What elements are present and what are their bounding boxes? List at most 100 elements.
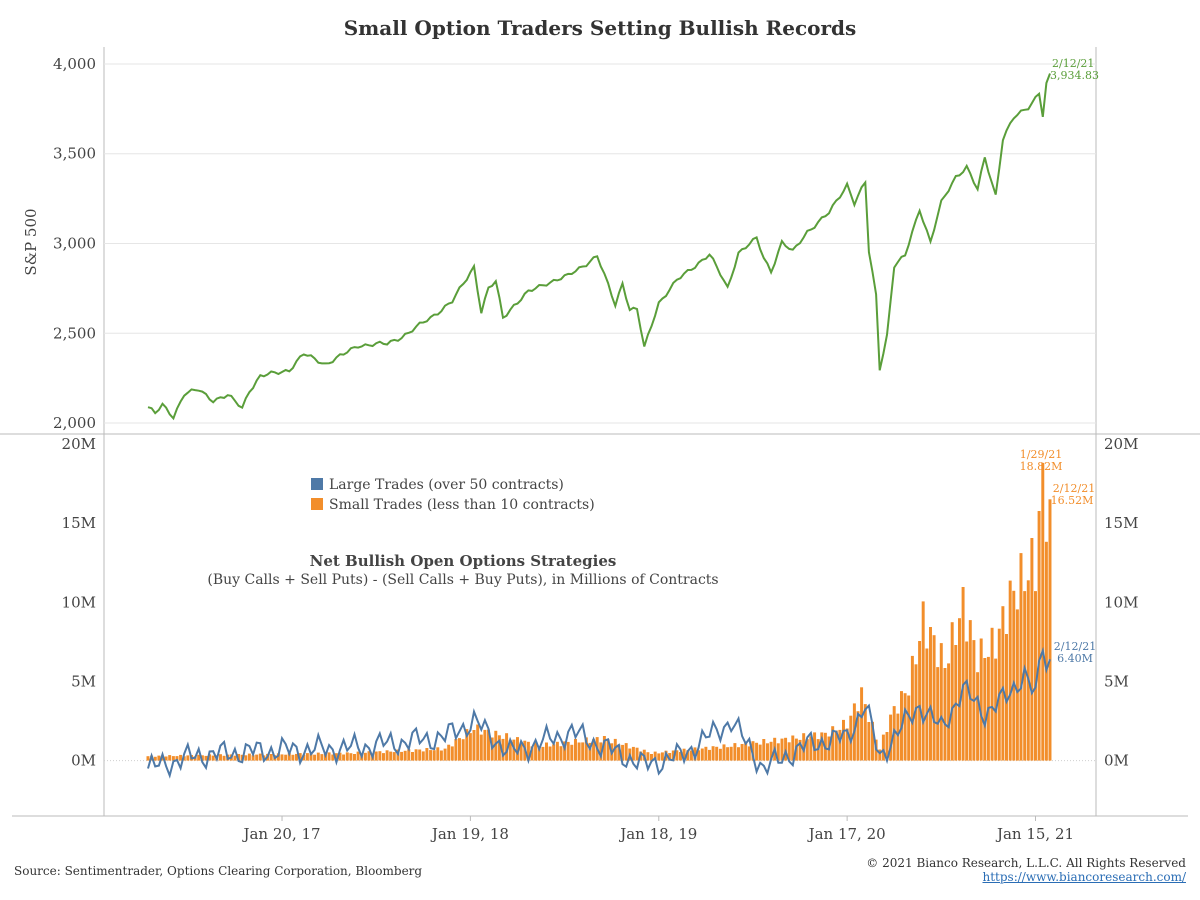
- small-trade-bar: [385, 750, 389, 761]
- small-trade-bar: [182, 756, 186, 761]
- small-trade-bar: [896, 713, 900, 761]
- small-trade-bar: [689, 750, 693, 761]
- small-trade-bar: [842, 719, 845, 761]
- small-trade-bar: [929, 627, 932, 761]
- legend-label-large: Large Trades (over 50 contracts): [329, 477, 564, 493]
- small-trade-bar: [708, 749, 711, 761]
- small-trade-bar: [334, 753, 338, 761]
- small-trade-bar: [849, 715, 853, 761]
- small-trade-bar: [697, 750, 701, 761]
- small-trade-bar: [258, 753, 262, 761]
- small-trade-bar: [211, 755, 215, 761]
- small-trade-bar: [606, 739, 610, 761]
- sp500-y-tick-label: 4,000: [53, 55, 96, 73]
- legend-swatch-large: [311, 478, 323, 490]
- small-trade-bar: [1048, 499, 1052, 761]
- small-trade-bar: [392, 752, 396, 761]
- small-trade-bar: [302, 754, 306, 761]
- small-trade-bar: [881, 734, 885, 761]
- small-trade-bar: [327, 752, 331, 761]
- small-trade-bar: [204, 755, 208, 761]
- small-trade-bar: [483, 729, 487, 761]
- sp500-y-tick-label: 3,000: [53, 235, 96, 253]
- small-trade-bar: [921, 601, 925, 761]
- small-trade-bar: [164, 756, 168, 761]
- small-trade-bar: [526, 741, 530, 761]
- small-trade-bar: [762, 739, 766, 761]
- options-chart-subtitle: (Buy Calls + Sell Puts) - (Sell Calls + …: [207, 572, 718, 588]
- small-trade-bar: [599, 742, 603, 761]
- small-trade-bar: [965, 641, 969, 761]
- small-trade-bar: [555, 741, 559, 761]
- small-trade-bar: [425, 748, 429, 761]
- small-trade-bar: [356, 751, 360, 761]
- small-trade-bar: [686, 750, 690, 761]
- small-trade-bar: [197, 754, 201, 761]
- sp500-axis-label: S&P 500: [22, 208, 40, 275]
- small-trade-bar: [320, 754, 324, 761]
- small-trade-bar: [345, 752, 349, 761]
- small-trade-bar: [559, 746, 563, 761]
- small-trade-bar: [979, 638, 983, 761]
- sp500-y-tick-label: 3,500: [53, 145, 96, 163]
- small-trade-bar: [468, 733, 472, 761]
- small-trade-bar: [432, 750, 436, 761]
- small-trade-bar: [305, 753, 309, 761]
- small-trade-bar: [389, 751, 393, 761]
- small-trade-bar: [733, 743, 737, 761]
- small-trade-bar: [537, 746, 541, 761]
- small-trade-bar: [646, 752, 650, 761]
- small-trade-bar: [766, 743, 769, 761]
- small-trade-bar: [943, 668, 947, 761]
- options-y-tick-right: 10M: [1104, 593, 1138, 611]
- small-trade-bar: [411, 752, 414, 761]
- x-tick-label: Jan 19, 18: [430, 825, 509, 843]
- small-trade-bar: [755, 742, 759, 761]
- small-trade-bar: [613, 738, 617, 761]
- small-trade-bar: [1026, 580, 1030, 761]
- small-trade-bar: [871, 721, 874, 761]
- small-trade-bar: [219, 754, 222, 761]
- small-trade-bar: [161, 755, 164, 761]
- small-trade-bar: [276, 753, 280, 761]
- small-trade-bar: [925, 648, 929, 761]
- small-trade-bar: [342, 754, 346, 761]
- small-trade-bar: [1005, 634, 1008, 761]
- sp500-gridlines: [104, 63, 1096, 424]
- small-trade-bar: [624, 743, 628, 761]
- small-trade-bar: [776, 743, 780, 761]
- options-y-tick-left: 20M: [62, 435, 96, 453]
- small-trade-bar: [570, 744, 574, 761]
- small-trade-bar: [363, 752, 367, 761]
- small-trade-bar: [577, 742, 581, 761]
- small-trade-bar: [834, 730, 838, 761]
- small-trade-bar: [1023, 591, 1027, 761]
- small-trade-bar: [581, 742, 585, 761]
- small-trade-bar: [592, 739, 596, 761]
- small-trade-bar: [1015, 609, 1019, 761]
- small-annotation-1-value: 18.82M: [1020, 460, 1063, 473]
- small-trade-bar: [458, 738, 461, 761]
- small-trade-bar: [418, 749, 422, 761]
- small-trade-bar: [251, 755, 255, 761]
- sp500-y-tick-label: 2,500: [53, 324, 96, 342]
- small-trade-bar: [508, 740, 512, 761]
- small-trade-bar: [635, 747, 639, 761]
- small-trade-bar: [353, 754, 356, 761]
- website-link[interactable]: https://www.biancoresearch.com/: [982, 870, 1186, 884]
- small-trade-bar: [903, 693, 907, 761]
- small-trade-bar: [910, 655, 914, 761]
- small-trade-bar: [447, 744, 451, 761]
- small-trade-bar: [863, 704, 867, 761]
- small-trade-bar: [309, 753, 313, 761]
- small-trade-bar: [657, 753, 661, 761]
- small-trade-bar: [1044, 541, 1048, 761]
- small-trade-bar: [295, 753, 298, 761]
- small-trade-bar: [889, 714, 893, 761]
- small-trade-bar: [805, 739, 809, 761]
- options-y-tick-right: 0M: [1104, 752, 1129, 770]
- small-trade-bar: [378, 751, 382, 761]
- small-trade-bar: [679, 752, 682, 761]
- small-trade-bar: [990, 627, 994, 761]
- small-trade-bar: [820, 732, 824, 761]
